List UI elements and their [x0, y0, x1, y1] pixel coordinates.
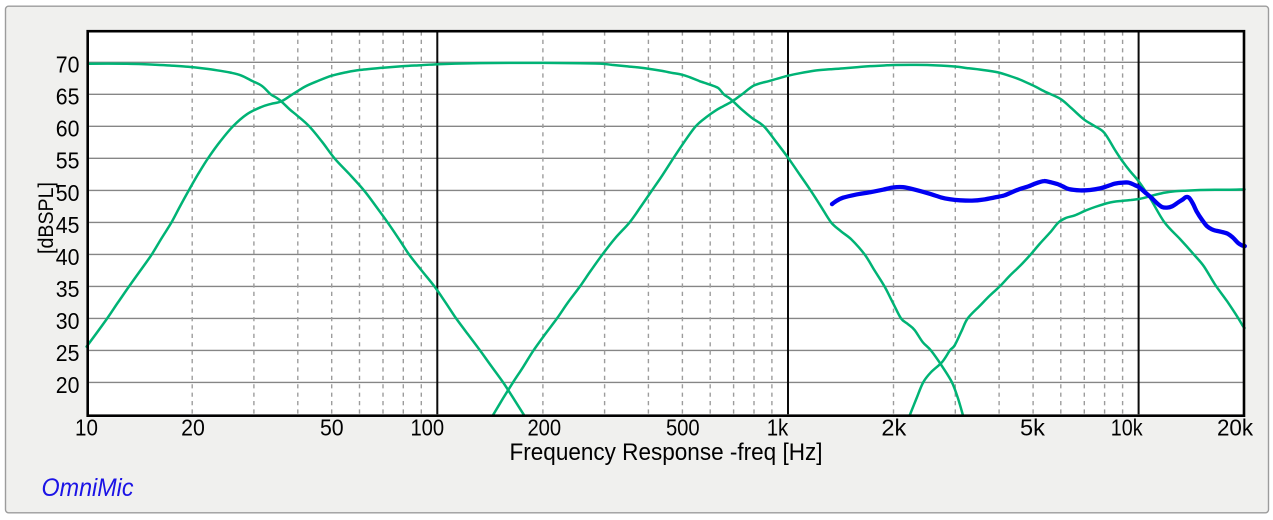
svg-text:5k: 5k: [1020, 415, 1045, 441]
svg-text:50: 50: [56, 180, 80, 206]
svg-text:100: 100: [410, 415, 444, 441]
svg-text:20k: 20k: [1217, 415, 1254, 441]
svg-text:70: 70: [56, 52, 80, 78]
svg-text:35: 35: [56, 276, 80, 302]
svg-text:25: 25: [56, 340, 80, 366]
svg-text:65: 65: [56, 84, 80, 110]
svg-text:45: 45: [56, 212, 80, 238]
svg-text:200: 200: [527, 415, 561, 441]
svg-text:OmniMic: OmniMic: [42, 474, 134, 502]
svg-text:2k: 2k: [881, 415, 906, 441]
svg-text:30: 30: [56, 308, 80, 334]
svg-text:1k: 1k: [767, 415, 789, 441]
svg-text:Frequency Response -freq [Hz]: Frequency Response -freq [Hz]: [510, 439, 823, 466]
svg-text:20: 20: [56, 372, 80, 398]
svg-text:50: 50: [320, 415, 344, 441]
svg-text:10: 10: [75, 415, 98, 441]
svg-text:60: 60: [56, 116, 80, 142]
svg-text:[dBSPL]: [dBSPL]: [35, 182, 58, 254]
svg-text:55: 55: [56, 148, 80, 174]
svg-text:10k: 10k: [1111, 415, 1143, 441]
svg-text:20: 20: [181, 415, 205, 441]
svg-text:40: 40: [56, 244, 80, 270]
svg-text:500: 500: [666, 415, 700, 441]
